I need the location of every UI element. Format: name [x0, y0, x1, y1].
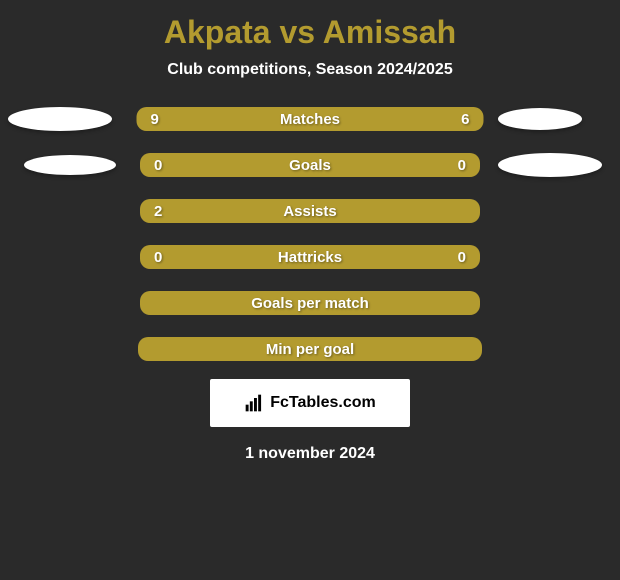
date-label: 1 november 2024: [245, 445, 375, 463]
stat-bar: 9 Matches 6: [137, 107, 484, 131]
stat-bar: 2 Assists: [140, 199, 480, 223]
stat-bar: Min per goal: [138, 337, 482, 361]
page-title: Akpata vs Amissah: [164, 14, 456, 51]
stat-label: Assists: [283, 203, 336, 220]
stat-bar: 0 Hattricks 0: [140, 245, 480, 269]
stat-value-left: 9: [151, 111, 159, 128]
stat-value-left: 0: [154, 157, 162, 174]
chart-bars-icon: [244, 393, 264, 413]
stat-value-left: 0: [154, 249, 162, 266]
brand-logo: FcTables.com: [210, 379, 410, 427]
stat-bar: 0 Goals 0: [140, 153, 480, 177]
stat-value-right: 0: [458, 249, 466, 266]
stat-bar: Goals per match: [140, 291, 480, 315]
stat-area: 9 Matches 6 0 Goals 0 2 Assists 0 Hattricks 0 Goals…: [0, 107, 620, 361]
page-subtitle: Club competitions, Season 2024/2025: [167, 61, 452, 79]
stat-row: 9 Matches 6: [0, 107, 620, 131]
stat-value-right: 0: [458, 157, 466, 174]
stat-ellipse: [498, 108, 582, 130]
stat-row: Min per goal: [0, 337, 620, 361]
stat-label: Goals per match: [251, 295, 369, 312]
stat-row: 2 Assists: [0, 199, 620, 223]
stat-label: Hattricks: [278, 249, 342, 266]
stat-ellipse: [24, 155, 116, 175]
comparison-card: Akpata vs Amissah Club competitions, Sea…: [0, 0, 620, 580]
stat-ellipse: [498, 153, 602, 177]
stat-label: Min per goal: [266, 341, 354, 358]
stat-ellipse: [8, 107, 112, 131]
stat-label: Goals: [289, 157, 331, 174]
brand-name: FcTables.com: [270, 394, 376, 412]
stat-row: 0 Goals 0: [0, 153, 620, 177]
stat-value-right: 6: [461, 111, 469, 128]
stat-row: 0 Hattricks 0: [0, 245, 620, 269]
stat-value-left: 2: [154, 203, 162, 220]
stat-row: Goals per match: [0, 291, 620, 315]
stat-label: Matches: [280, 111, 340, 128]
